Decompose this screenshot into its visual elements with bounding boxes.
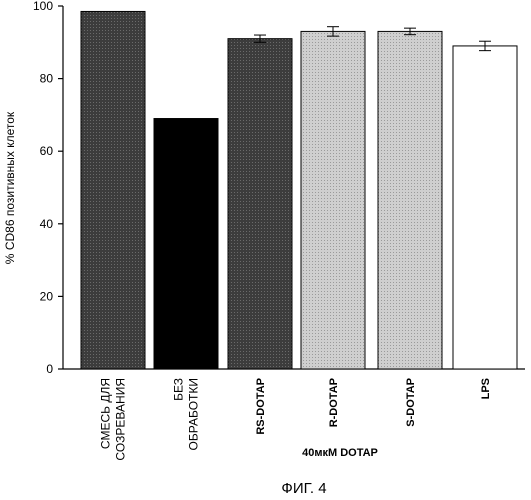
x-tick-label: LPS bbox=[480, 378, 492, 399]
y-tick-label: 100 bbox=[33, 0, 53, 13]
x-tick-label: БЕЗ bbox=[172, 378, 186, 401]
y-ticks: 0 20 40 60 80 100 bbox=[33, 0, 63, 376]
figure-caption: ФИГ. 4 bbox=[281, 480, 326, 497]
x-tick-label: СОЗРЕВАНИЯ bbox=[114, 378, 128, 461]
bars bbox=[81, 11, 517, 369]
bar bbox=[81, 11, 145, 369]
bar bbox=[453, 46, 517, 369]
x-tick-label: ОБРАБОТКИ bbox=[187, 378, 201, 450]
y-tick-label: 40 bbox=[40, 217, 54, 231]
x-tick-label-group: БЕЗОБРАБОТКИ bbox=[172, 378, 201, 450]
x-tick-label-group: RS-DOTAP bbox=[255, 378, 267, 435]
x-tick-labels: СМЕСЬ ДЛЯСОЗРЕВАНИЯ БЕЗОБРАБОТКИ RS-DOTAP R… bbox=[99, 378, 493, 461]
x-tick-label-group: R-DOTAP bbox=[328, 378, 340, 427]
x-tick-label-group: S-DOTAP bbox=[405, 378, 417, 427]
x-tick-label: S-DOTAP bbox=[405, 378, 417, 427]
x-tick-label-group: СМЕСЬ ДЛЯСОЗРЕВАНИЯ bbox=[99, 378, 128, 461]
y-axis-label: % CD86 позитивных клеток bbox=[3, 111, 17, 264]
bar bbox=[378, 31, 442, 369]
y-tick-label: 80 bbox=[40, 72, 54, 86]
plot-area: 0 20 40 60 80 100 СМЕСЬ ДЛЯСОЗРЕВАНИЯ БЕЗОБРАБ… bbox=[33, 0, 525, 461]
x-tick-label: R-DOTAP bbox=[328, 378, 340, 427]
x-tick-label-group: LPS bbox=[480, 378, 492, 399]
x-tick-label: RS-DOTAP bbox=[255, 378, 267, 435]
bar bbox=[154, 119, 218, 369]
bar bbox=[301, 31, 365, 369]
bar bbox=[228, 39, 292, 369]
y-tick-label: 20 bbox=[40, 289, 54, 303]
group-label: 40мкМ DOTAP bbox=[302, 447, 378, 459]
y-tick-label: 60 bbox=[40, 144, 54, 158]
x-tick-label: СМЕСЬ ДЛЯ bbox=[99, 378, 113, 449]
y-tick-label: 0 bbox=[46, 362, 53, 376]
